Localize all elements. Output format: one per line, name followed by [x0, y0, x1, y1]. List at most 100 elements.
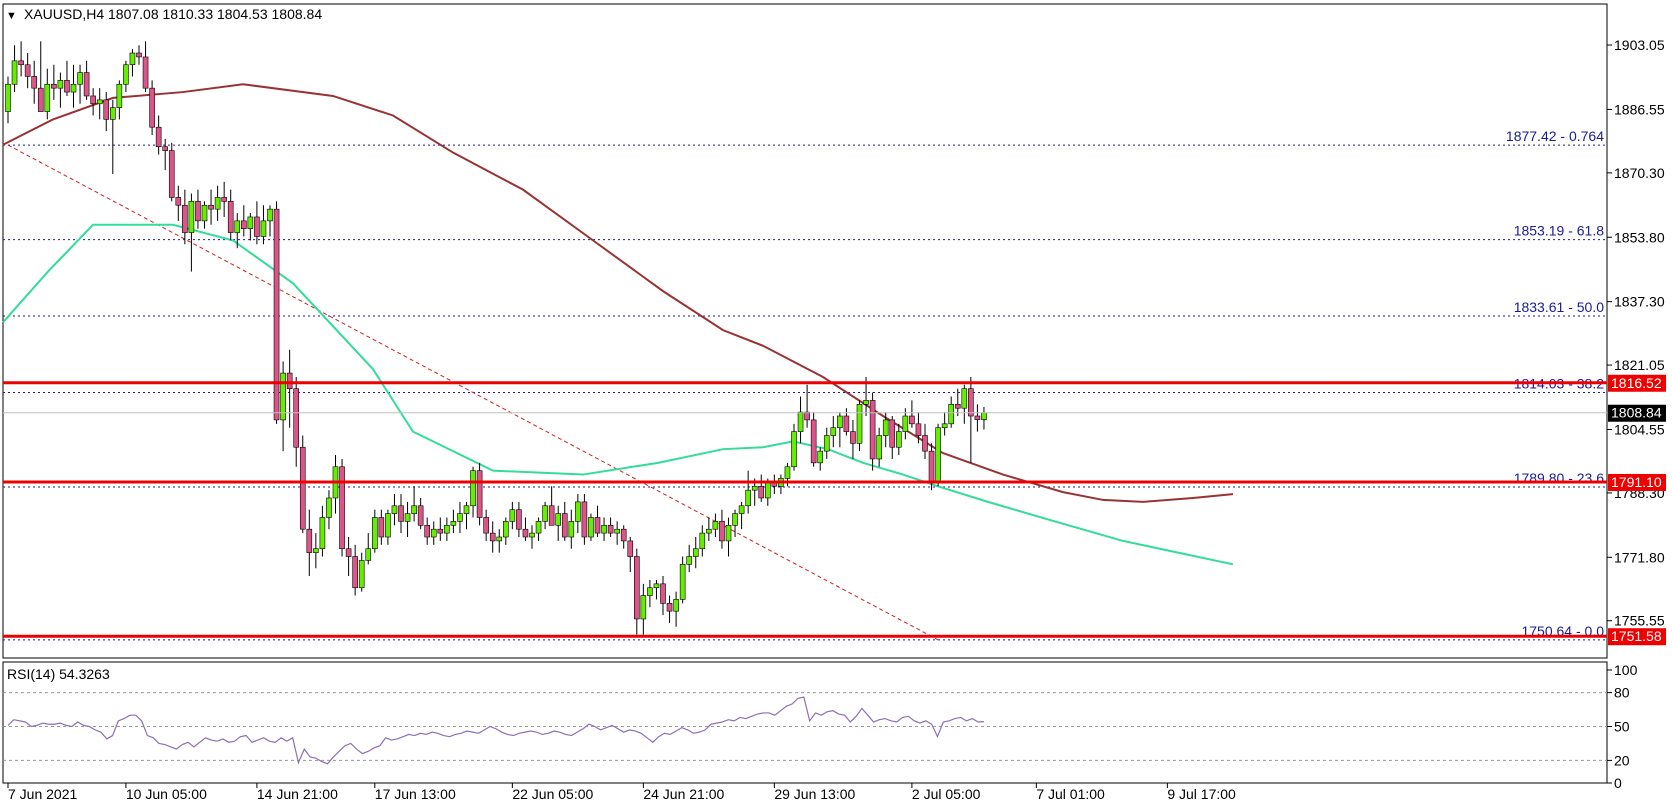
candle-body-bull: [457, 513, 463, 522]
candle-body-bear: [869, 400, 876, 460]
rsi-line: [7, 696, 984, 765]
candle-body-bear: [489, 532, 496, 542]
candle-body-bull: [70, 83, 77, 93]
candle-body-bull: [319, 517, 326, 550]
candle-body-bull: [863, 400, 869, 405]
candle-body-bull: [529, 532, 535, 538]
rsi-y-tick-label: 50: [1614, 719, 1630, 735]
candle-body-bear: [758, 485, 765, 499]
rsi-y-tick-label: 20: [1614, 752, 1630, 768]
candle-body-bear: [24, 64, 31, 77]
rsi-y-tick-label: 100: [1614, 662, 1638, 678]
candle-body-bull: [751, 485, 758, 491]
candle-body-bear: [516, 509, 522, 530]
candle-body-bear: [607, 524, 614, 534]
candle-body-bear: [168, 150, 175, 198]
candle-body-bull: [502, 521, 509, 538]
candle-body-bear: [889, 419, 896, 448]
candle-body-bull: [110, 107, 116, 120]
trend-line: [7, 144, 939, 641]
x-axis-tick-label: 14 Jun 21:00: [257, 786, 338, 802]
y-axis-tick-label: 1870.30: [1614, 165, 1665, 181]
candle-body-bear: [548, 505, 555, 526]
candle-body-bull: [653, 583, 660, 589]
candle-body-bear: [352, 556, 358, 589]
rsi-y-tick-label: 80: [1614, 685, 1630, 701]
candle-body-bull: [686, 556, 693, 565]
level-price-badge: [1608, 628, 1666, 646]
candle-body-bear: [974, 415, 981, 420]
y-axis-tick-label: 1903.05: [1614, 37, 1665, 53]
candle-body-bull: [96, 99, 103, 105]
candle-body-bear: [954, 404, 961, 409]
candle-body-bull: [640, 595, 647, 620]
labels: 1816.52 1791.10 1751.58 1808.84: [1608, 374, 1666, 646]
y-axis-tick-label: 1853.80: [1614, 229, 1665, 245]
candle-body-bear: [627, 540, 634, 557]
x-axis-tick-label: 2 Jul 05:00: [912, 786, 981, 802]
candle-body-bull: [430, 528, 437, 538]
candle-body-bear: [620, 528, 627, 542]
candle-body-bear: [254, 216, 260, 237]
candle-body-bull: [11, 60, 18, 85]
candle-body-bear: [18, 60, 24, 66]
main-price-panel: [2, 3, 1608, 659]
candle-body-bull: [280, 372, 286, 421]
candle-body-bull: [44, 83, 51, 112]
x-axis-tick-label: 9 Jul 17:00: [1167, 786, 1236, 802]
candle-body-bull: [895, 431, 902, 448]
candle-body-bull: [935, 427, 941, 483]
candle-body-bear: [37, 87, 44, 112]
candle-body-bull: [542, 505, 548, 522]
candle-body-bull: [764, 482, 771, 499]
candle-body-bull: [260, 220, 267, 237]
candle-body-bull: [673, 599, 679, 612]
candle-body-bull: [123, 64, 129, 85]
candle-body-bull: [358, 560, 365, 589]
candlesticks: [5, 41, 987, 635]
candle-body-bear: [398, 505, 404, 522]
main-panel-frame: [2, 3, 1608, 659]
rsi-panel-frame: [2, 661, 1608, 784]
y-axis-tick-label: 1837.30: [1614, 294, 1665, 310]
candle-body-bear: [345, 548, 352, 557]
candle-body-bear: [293, 388, 300, 448]
rsi-panel: [2, 661, 1608, 784]
sma-short-line: [2, 83, 1234, 503]
candle-body-bull: [444, 524, 450, 534]
candle-body-bull: [706, 528, 712, 534]
candle-body-bear: [149, 87, 155, 128]
candle-body-bear: [928, 450, 935, 483]
candle-body-bull: [712, 521, 719, 530]
candle-body-bull: [588, 517, 594, 538]
candle-body-bull: [692, 548, 699, 557]
sma-long-line: [2, 223, 1234, 566]
candle-body-bear: [162, 146, 168, 151]
candle-body-bear: [208, 204, 214, 210]
candle-body-bear: [810, 419, 817, 464]
candle-body-bull: [948, 404, 955, 425]
candle-body-bull: [234, 220, 241, 233]
candle-body-bear: [581, 501, 588, 538]
rsi-header-text: RSI(14) 54.3263: [7, 666, 110, 682]
candle-body-bear: [155, 126, 162, 148]
candle-body-bear: [51, 83, 57, 89]
candle-body-bull: [961, 388, 968, 409]
rsi-y-tick-label: 0: [1614, 775, 1622, 791]
candle-body-bear: [90, 95, 96, 105]
candle-body-bear: [182, 204, 188, 233]
candle-body-bull: [823, 435, 830, 452]
candle-body-bull: [699, 532, 706, 550]
candle-body-bear: [476, 470, 483, 518]
candle-body-bull: [876, 435, 882, 460]
candle-body-bear: [633, 556, 640, 620]
candle-body-bear: [227, 201, 234, 233]
candle-body-bear: [522, 528, 529, 538]
candle-body-bull: [214, 197, 221, 210]
candle-body-bull: [601, 524, 607, 534]
horizontal-levels: [3, 381, 1607, 638]
level-price-label: 1791.10: [1611, 474, 1662, 490]
level-price-badge: [1608, 473, 1666, 491]
symbol-header-text: XAUUSD,H4 1807.08 1810.33 1804.53 1808.8…: [24, 6, 322, 22]
